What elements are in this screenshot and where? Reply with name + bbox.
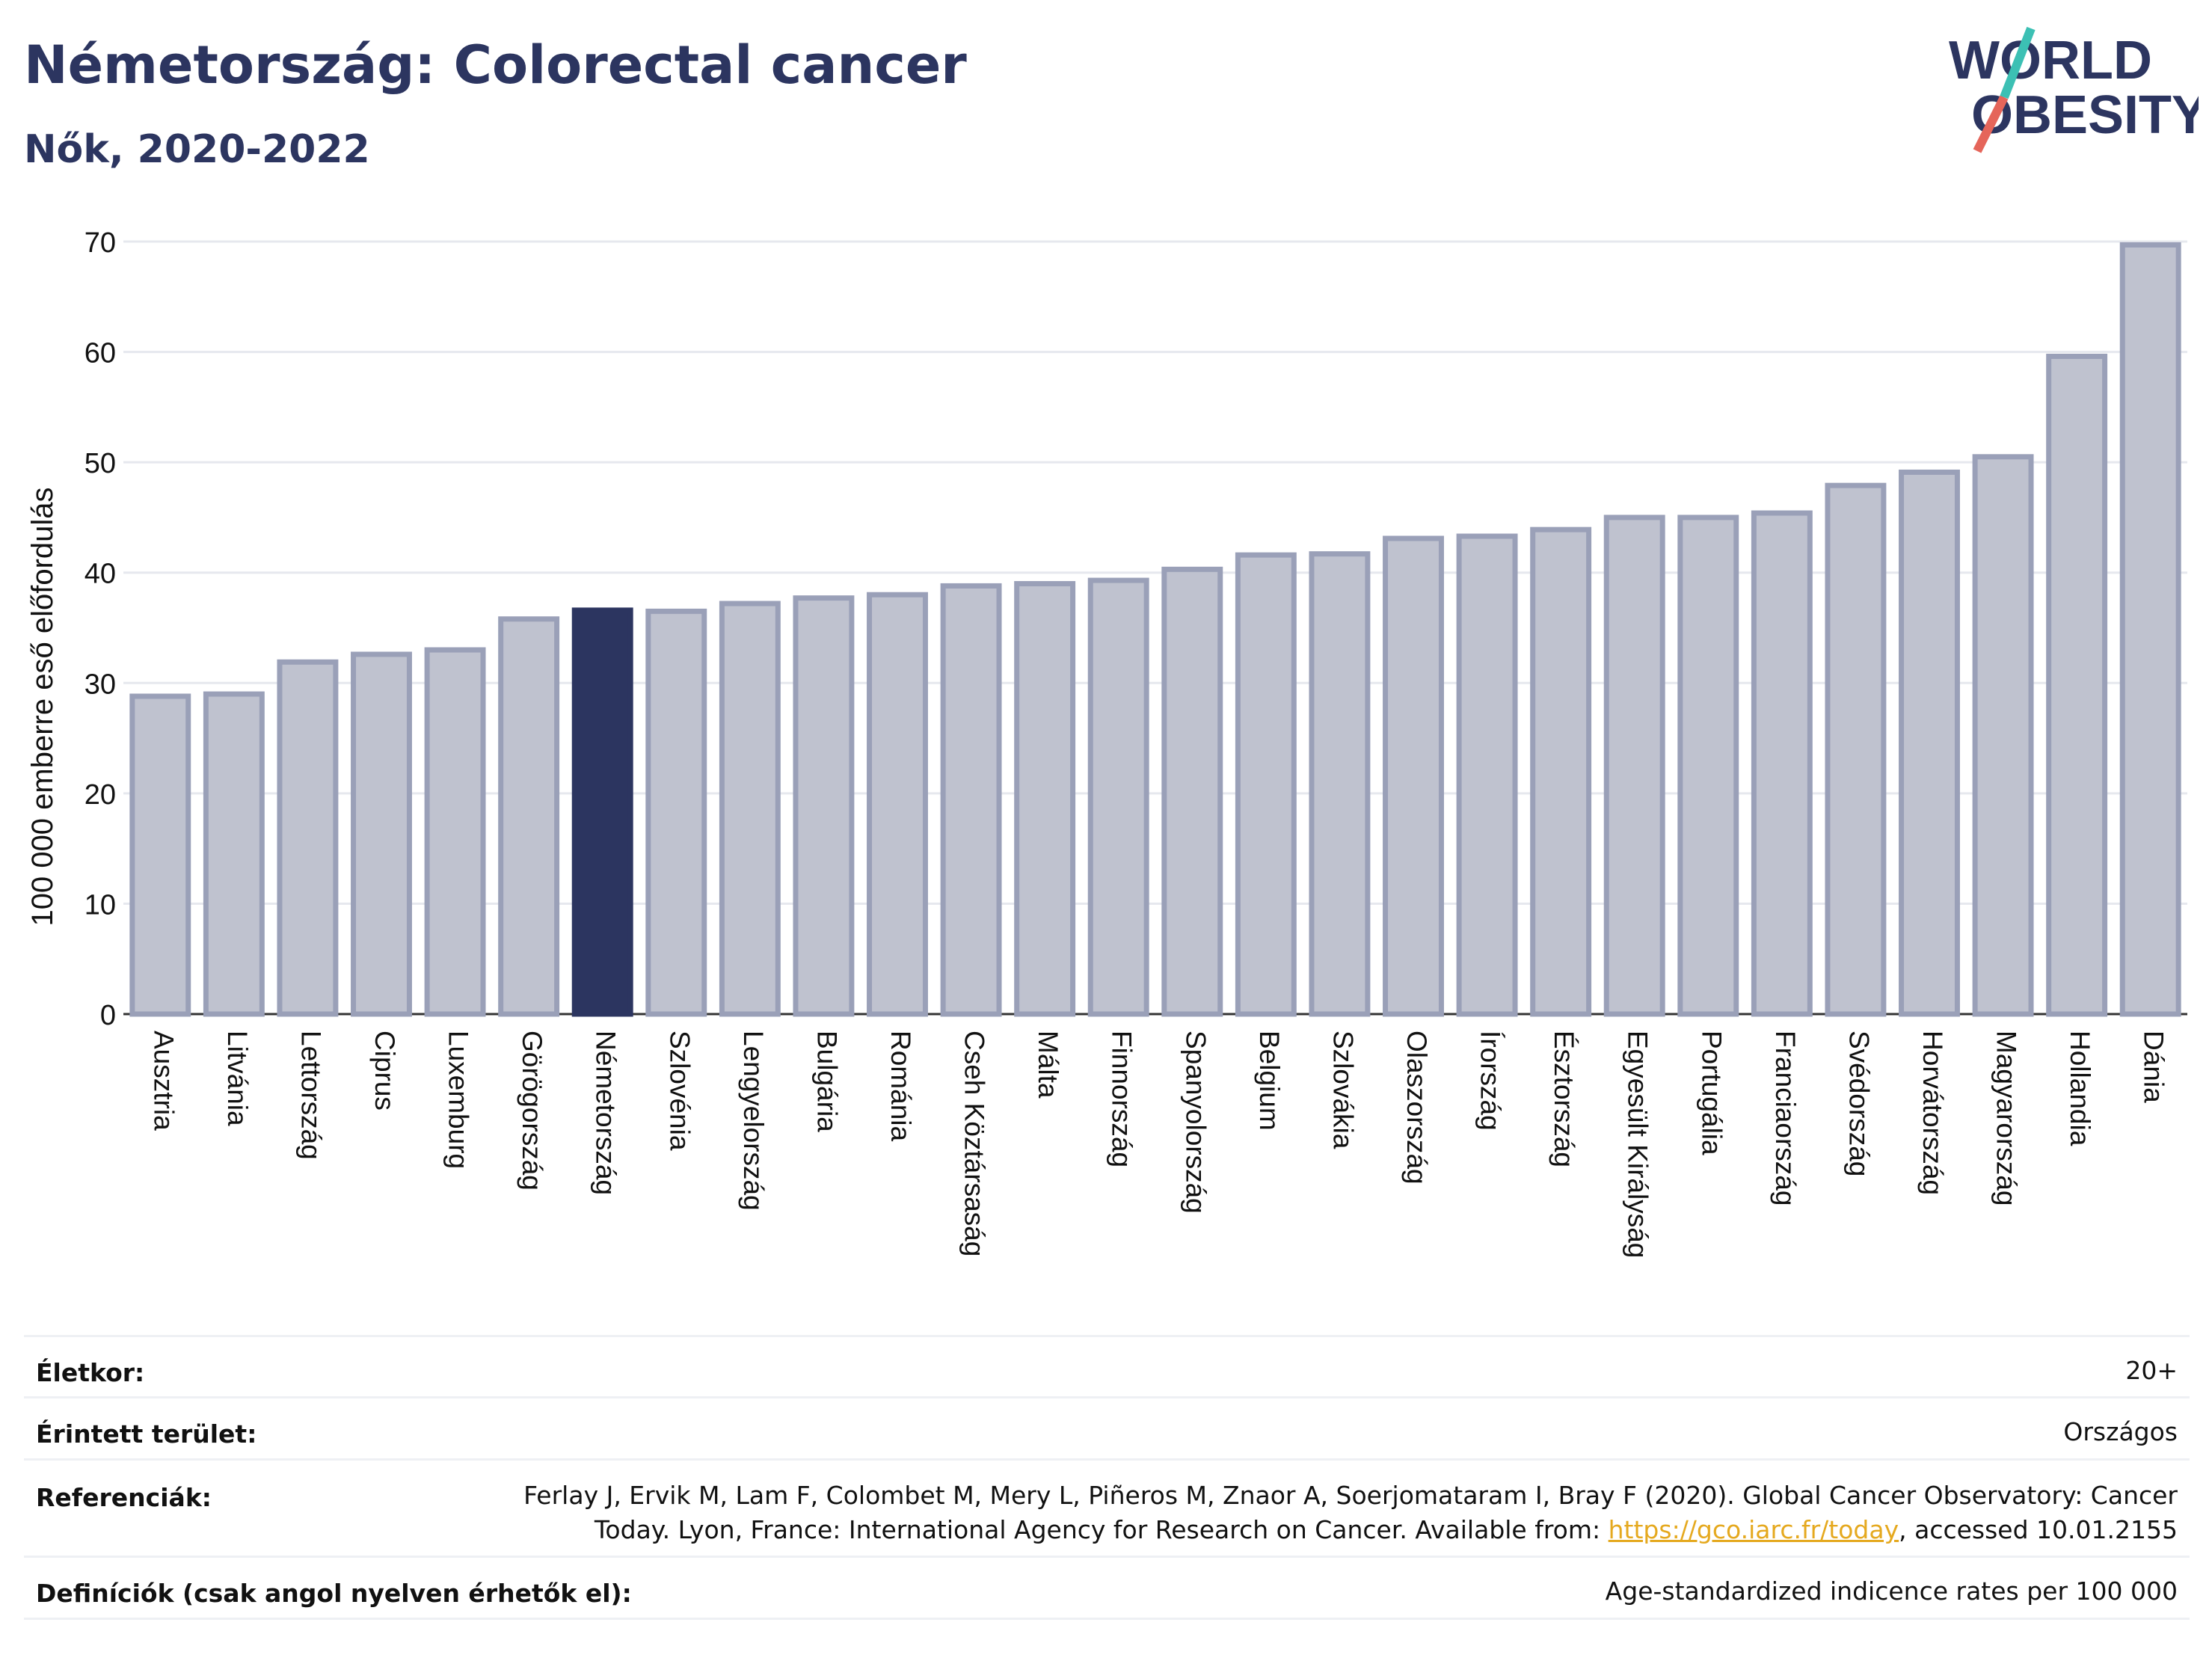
meta-ref-label: Referenciák: (36, 1483, 212, 1512)
x-tick-label: Spanyolország (1180, 1031, 1211, 1214)
bar-Málta (1014, 580, 1076, 1017)
x-tick-label: Írország (1475, 1031, 1506, 1131)
bar-Ausztria (129, 693, 191, 1017)
logo-word-world: WORLD (1949, 31, 2152, 90)
chart-subtitle: Nők, 2020-2022 (24, 127, 370, 172)
y-tick-label: 20 (85, 779, 116, 811)
x-tick-label: Luxemburg (443, 1031, 474, 1169)
bar-Luxemburg (424, 647, 486, 1017)
y-tick-label: 40 (85, 559, 116, 590)
x-tick-label: Svédország (1843, 1031, 1874, 1176)
bar-Ciprus (351, 651, 412, 1017)
x-tick-label: Ciprus (369, 1031, 400, 1111)
x-tick-label: Németország (591, 1031, 621, 1195)
bar-Magyarország (1972, 454, 2034, 1017)
x-tick-label: Lettország (295, 1031, 326, 1160)
bar-Belgium (1235, 552, 1297, 1017)
y-tick-label: 0 (100, 1000, 116, 1031)
bar-Spanyolország (1161, 566, 1223, 1017)
chart-title: Németország: Colorectal cancer (24, 34, 967, 96)
meta-age-label: Életkor: (36, 1358, 145, 1387)
y-ticks: 0 10 20 30 40 50 60 70 (85, 227, 116, 1031)
x-tick-label: Észtország (1549, 1031, 1579, 1167)
y-tick-label: 30 (85, 669, 116, 700)
logo-slash-teal (2000, 26, 2036, 99)
x-tick-label: Ausztria (148, 1031, 179, 1131)
x-tick-label: Olaszország (1401, 1031, 1432, 1185)
bars (129, 242, 2181, 1017)
bar-Írország (1456, 533, 1518, 1017)
x-tick-label: Szlovénia (664, 1031, 695, 1151)
x-tick-label: Málta (1033, 1031, 1063, 1099)
bar-Finnország (1087, 577, 1149, 1017)
bar-Németország (571, 607, 633, 1017)
bar-chart: 0 10 20 30 40 50 60 70 Ausztria Litvánia Lettorsz… (26, 227, 2187, 1258)
x-tick-label: Portugália (1696, 1031, 1727, 1155)
bar-Egyesült Királyság (1603, 515, 1665, 1017)
bar-Cseh Köztársaság (940, 583, 1002, 1017)
bar-Hollandia (2046, 353, 2108, 1017)
x-tick-label: Hollandia (2065, 1031, 2095, 1146)
bar-Lettország (277, 659, 339, 1017)
bar-Szlovákia (1309, 551, 1371, 1017)
bar-Franciaország (1751, 510, 1813, 1017)
meta-def-value: Age-standardized indicence rates per 100… (1605, 1576, 2178, 1606)
x-tick-label: Egyesült Királyság (1623, 1031, 1653, 1258)
bar-Bulgária (793, 595, 855, 1017)
y-tick-label: 50 (85, 448, 116, 479)
x-tick-label: Dánia (2139, 1031, 2169, 1103)
reference-link[interactable]: https://gco.iarc.fr/today (1608, 1515, 1899, 1544)
bar-Portugália (1677, 515, 1739, 1017)
meta-row-definitions: Definíciók (csak angol nyelven érhetők e… (24, 1556, 2190, 1620)
meta-area-value: Országos (2063, 1417, 2178, 1446)
x-tick-label: Románia (885, 1031, 916, 1141)
bar-Horvátország (1899, 469, 1960, 1017)
meta-row-age: Életkor: 20+ (24, 1335, 2190, 1397)
meta-row-references: Referenciák: Ferlay J, Ervik M, Lam F, C… (24, 1458, 2190, 1556)
meta-area-label: Érintett terület: (36, 1419, 257, 1449)
bar-Lengyelország (719, 601, 781, 1017)
y-tick-label: 10 (85, 889, 116, 921)
meta-ref-value: Ferlay J, Ervik M, Lam F, Colombet M, Me… (523, 1479, 2178, 1547)
x-tick-labels: Ausztria Litvánia Lettország Ciprus Luxembur… (148, 1031, 2169, 1258)
bar-Olaszország (1383, 535, 1444, 1017)
x-tick-label: Görögország (517, 1031, 547, 1191)
x-tick-label: Cseh Köztársaság (959, 1031, 990, 1256)
bar-Észtország (1530, 526, 1592, 1017)
x-tick-label: Horvátország (1917, 1031, 1948, 1195)
world-obesity-logo: WORLD OBESITY (1949, 26, 2199, 153)
bar-Görögország (498, 616, 560, 1017)
meta-ref-line2: Today. Lyon, France: International Agenc… (523, 1513, 2178, 1547)
meta-def-label: Definíciók (csak angol nyelven érhetők e… (36, 1579, 632, 1608)
x-tick-label: Bulgária (811, 1031, 842, 1132)
y-tick-label: 70 (85, 227, 116, 259)
x-tick-label: Szlovákia (1327, 1031, 1358, 1149)
meta-ref-line2-pre: Today. Lyon, France: International Agenc… (594, 1515, 1609, 1544)
x-tick-label: Franciaország (1770, 1031, 1801, 1206)
x-tick-label: Magyarország (1991, 1031, 2022, 1206)
meta-ref-line2-post: , accessed 10.01.2155 (1899, 1515, 2178, 1544)
meta-age-value: 20+ (2125, 1356, 2178, 1385)
x-tick-label: Belgium (1254, 1031, 1285, 1131)
bar-Svédország (1825, 482, 1887, 1017)
bar-Dánia (2119, 242, 2181, 1017)
bar-Litvánia (203, 691, 265, 1017)
y-tick-label: 60 (85, 338, 116, 369)
x-tick-label: Lengyelország (738, 1031, 769, 1211)
meta-ref-line1: Ferlay J, Ervik M, Lam F, Colombet M, Me… (523, 1481, 2178, 1510)
y-axis-label: 100 000 emberre eső előfordulás (26, 487, 59, 926)
x-tick-label: Finnország (1107, 1031, 1137, 1167)
bar-Románia (867, 592, 928, 1017)
x-tick-label: Litvánia (222, 1031, 253, 1126)
meta-row-area: Érintett terület: Országos (24, 1396, 2190, 1458)
bar-Szlovénia (645, 608, 707, 1017)
logo-slash-red (1973, 95, 2009, 153)
